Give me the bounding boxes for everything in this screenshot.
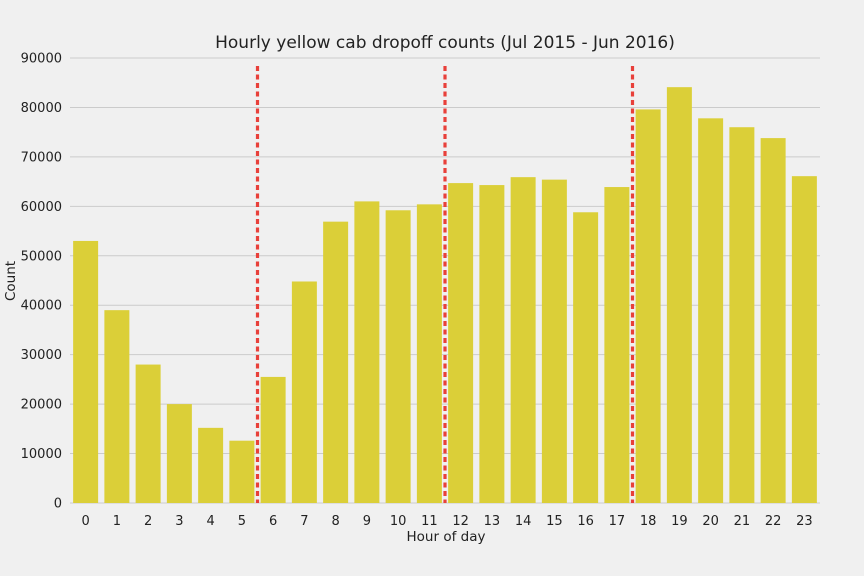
x-tick-label: 19 [671,514,688,529]
x-tick-label: 7 [300,514,308,529]
x-tick-label: 2 [144,514,152,529]
x-tick-label: 1 [113,514,121,529]
x-tick-label: 10 [390,514,407,529]
x-tick-label: 15 [546,514,563,529]
x-tick-label: 5 [238,514,246,529]
x-tick-label: 23 [796,514,813,529]
bar-hour-22 [760,138,786,503]
bar-hour-0 [73,240,99,503]
bar-hour-15 [541,179,567,503]
bar-hour-18 [635,109,661,503]
x-tick-label: 8 [331,514,339,529]
bar-hour-14 [510,177,536,503]
bar-hour-6 [260,376,286,503]
bar-hour-7 [291,281,317,503]
x-tick-label: 18 [640,514,657,529]
x-tick-label: 12 [452,514,469,529]
bar-hour-2 [135,364,161,503]
reference-lines [255,66,635,503]
x-tick-label: 14 [515,514,532,529]
x-tick-label: 20 [702,514,719,529]
bar-hour-19 [666,87,692,503]
bar-hour-11 [416,204,442,503]
bar-hour-16 [573,212,599,503]
y-tick-label: 70000 [21,150,62,165]
y-tick-label: 60000 [21,200,62,215]
x-tick-label: 22 [765,514,782,529]
bar-hour-13 [479,185,505,504]
y-tick-label: 30000 [21,348,62,363]
x-tick-label: 16 [577,514,594,529]
bar-hour-17 [604,187,630,504]
bar-hour-10 [385,210,411,504]
x-tick-label: 13 [484,514,501,529]
y-axis-title: Count [3,261,19,301]
x-axis-ticks: 0 1 2 3 4 5 6 7 8 9 10 11 12 13 14 15 16 17 18 19 20 21 22 23 [81,514,812,529]
y-tick-label: 50000 [21,249,62,264]
x-tick-label: 17 [609,514,626,529]
bars [73,87,817,504]
x-tick-label: 9 [363,514,371,529]
x-tick-label: 0 [81,514,89,529]
x-tick-label: 21 [734,514,751,529]
y-tick-label: 80000 [21,101,62,116]
y-tick-label: 20000 [21,398,62,413]
bar-hour-12 [448,183,474,503]
y-tick-label: 0 [54,497,62,512]
x-tick-label: 6 [269,514,277,529]
x-tick-label: 11 [421,514,438,529]
bar-hour-3 [166,404,192,503]
y-tick-label: 40000 [21,299,62,314]
bar-hour-5 [229,440,255,503]
bar-hour-23 [791,176,817,503]
bar-hour-4 [198,427,224,503]
bar-hour-8 [323,221,349,503]
bar-hour-21 [729,127,755,503]
y-tick-label: 90000 [21,52,62,67]
x-tick-label: 3 [175,514,183,529]
bar-hour-1 [104,310,130,503]
y-tick-label: 10000 [21,447,62,462]
x-tick-label: 4 [206,514,214,529]
bar-hour-20 [698,118,724,504]
y-axis-ticks: 0 10000 20000 30000 40000 50000 60000 70000 8000… [21,52,62,512]
x-axis-title: Hour of day [407,529,486,545]
chart-title: Hourly yellow cab dropoff counts (Jul 20… [215,33,675,53]
bar-hour-9 [354,201,380,503]
